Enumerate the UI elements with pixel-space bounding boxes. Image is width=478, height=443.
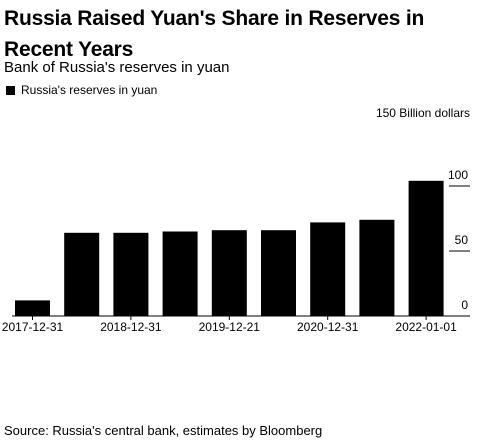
legend-label: Russia's reserves in yuan [21,83,158,97]
x-tick-label: 2019-12-21 [199,320,261,334]
x-tick-label: 2022-01-01 [395,320,457,334]
bar-2021-06-30 [359,219,395,316]
y-tick-label: 50 [455,233,469,247]
bar-2018-12-31 [113,232,149,316]
bar-2020-12-31 [310,222,346,316]
chart-title: Russia Raised Yuan's Share in Reserves i… [4,7,425,61]
x-tick-label: 2017-12-31 [2,320,64,334]
bar-2019-06-30 [162,231,198,316]
bar-2020-06-30 [261,230,296,316]
y-tick-label: 0 [461,298,468,312]
chart-legend: Russia's reserves in yuan [6,82,157,98]
bar-2017-12-31 [15,300,50,316]
chart-subtitle: Bank of Russia's reserves in yuan [4,59,230,76]
y-axis-unit-label: 150 Billion dollars [376,106,470,120]
source-note: Source: Russia's central bank, estimates… [4,423,323,438]
bar-2018-03-31 [64,232,100,316]
x-tick-label: 2018-12-31 [100,320,162,334]
bar-2022-01-01 [408,180,444,316]
bar-2019-12-21 [211,230,247,316]
x-tick-label: 2020-12-31 [297,320,359,334]
legend-swatch [6,85,15,95]
y-tick-label: 100 [448,168,468,182]
